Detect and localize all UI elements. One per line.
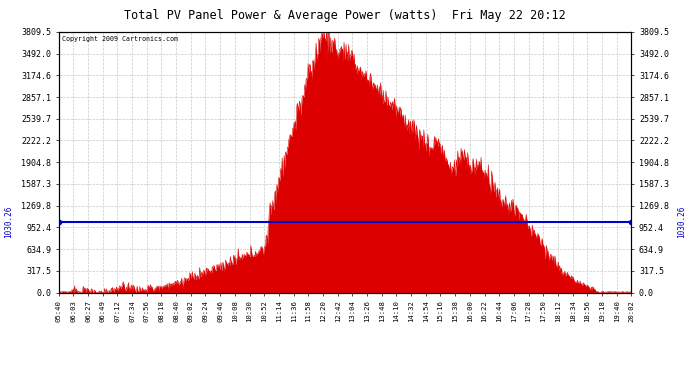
Text: Total PV Panel Power & Average Power (watts)  Fri May 22 20:12: Total PV Panel Power & Average Power (wa… (124, 9, 566, 22)
Text: Copyright 2009 Cartronics.com: Copyright 2009 Cartronics.com (61, 36, 177, 42)
Text: 1030.26: 1030.26 (677, 206, 687, 238)
Text: 1030.26: 1030.26 (3, 206, 13, 238)
